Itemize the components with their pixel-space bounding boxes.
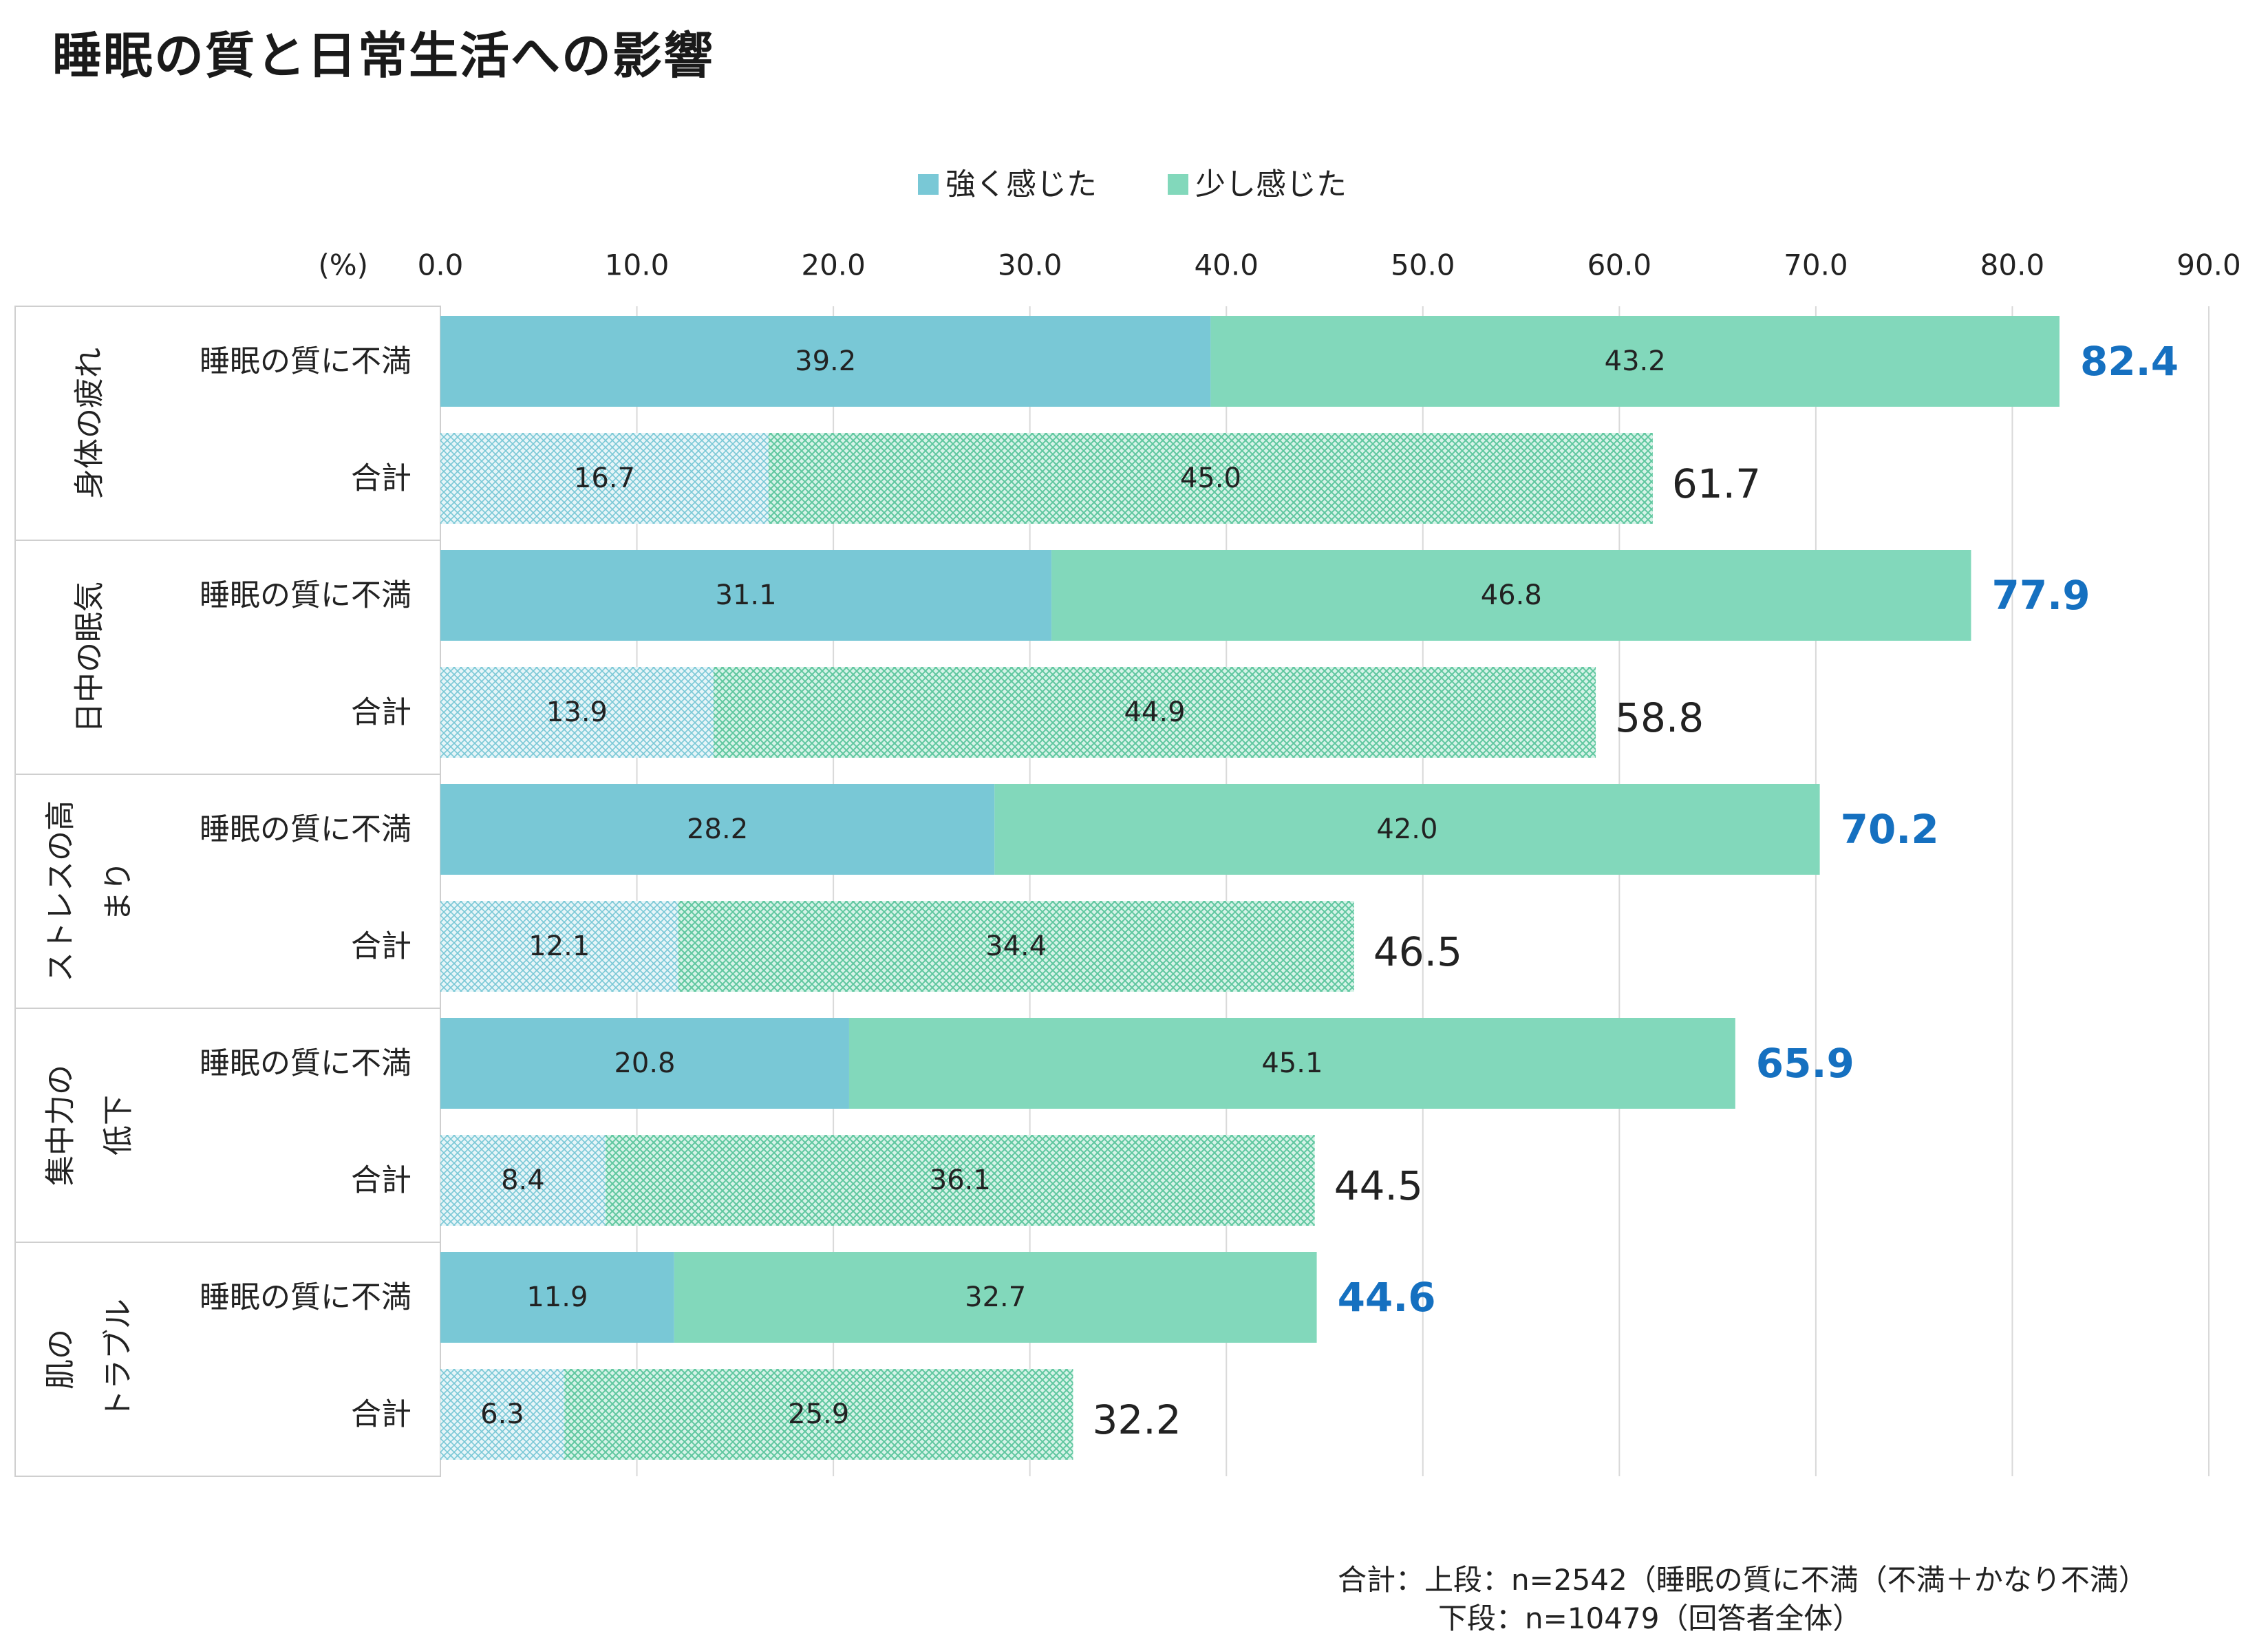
- sample-note-line1: 合計：上段：n=2542（睡眠の質に不満（不満＋かなり不満）: [1338, 1563, 2148, 1597]
- x-tick-label: 20.0: [801, 248, 866, 282]
- group-label: 肌の: [43, 1329, 78, 1390]
- bar-strong-label: 31.1: [716, 579, 777, 611]
- bar-slight: [674, 1252, 1317, 1343]
- bar-strong: [440, 433, 769, 524]
- bar-strong-label: 20.8: [614, 1047, 675, 1079]
- row-label: 合計: [351, 695, 411, 730]
- row-label: 睡眠の質に不満: [200, 578, 411, 613]
- row-label: 合計: [351, 1397, 411, 1432]
- x-tick-label: 60.0: [1587, 248, 1652, 282]
- bar-total-label: 32.2: [1092, 1396, 1181, 1443]
- bar-total-label: 65.9: [1756, 1040, 1854, 1087]
- bar-slight-label: 32.7: [965, 1281, 1026, 1313]
- row-label: 睡眠の質に不満: [200, 812, 411, 847]
- bar-slight-label: 45.1: [1261, 1047, 1323, 1079]
- bar-slight: [1051, 550, 1971, 641]
- bar-total-label: 58.8: [1615, 694, 1704, 741]
- bar-slight-label: 25.9: [788, 1398, 849, 1430]
- row-label: 合計: [351, 929, 411, 964]
- bar-slight: [605, 1135, 1315, 1226]
- x-tick-label: 90.0: [2176, 248, 2241, 282]
- bar-slight-label: 42.0: [1376, 813, 1437, 845]
- group-cell: [14, 1008, 441, 1243]
- bar-slight: [678, 901, 1354, 992]
- sample-note-line2: 下段：n=10479（回答者全体）: [1438, 1602, 1862, 1635]
- bar-total-label: 46.5: [1373, 928, 1462, 975]
- bar-total-label: 70.2: [1841, 806, 1939, 853]
- bar-slight-label: 44.9: [1124, 696, 1185, 728]
- x-axis: (%) 0.0 10.0 20.0 30.0 40.0 50.0 60.0 70.0 80.0 90…: [318, 248, 2240, 282]
- bar-slight-label: 34.4: [985, 930, 1047, 962]
- bar-slight-label: 45.0: [1180, 462, 1241, 494]
- bar-strong: [440, 1252, 674, 1343]
- bar-strong: [440, 901, 678, 992]
- bar-strong: [440, 1135, 606, 1226]
- group-label: 日中の眠気: [72, 582, 107, 733]
- bar-slight: [768, 433, 1653, 524]
- bar-slight-label: 36.1: [930, 1164, 991, 1196]
- bar-total-label: 44.5: [1334, 1162, 1423, 1209]
- bar-strong-label: 8.4: [501, 1164, 545, 1196]
- bar-strong: [440, 1018, 849, 1109]
- bar-slight: [848, 1018, 1735, 1109]
- bar-slight: [994, 784, 1820, 875]
- bar-total-label: 82.4: [2080, 338, 2179, 385]
- group-cell: [14, 1242, 441, 1477]
- chart-title: 睡眠の質と日常生活への影響: [52, 27, 715, 85]
- bar-slight: [564, 1369, 1073, 1460]
- x-tick-label: 10.0: [605, 248, 670, 282]
- x-tick-label: 0.0: [418, 248, 464, 282]
- bar-total-label: 44.6: [1338, 1274, 1436, 1321]
- row-label: 睡眠の質に不満: [200, 344, 411, 379]
- row-label: 睡眠の質に不満: [200, 1046, 411, 1081]
- bar-strong-label: 13.9: [546, 696, 608, 728]
- group-label: トラブル: [101, 1299, 136, 1420]
- row-label: 睡眠の質に不満: [200, 1280, 411, 1315]
- x-tick-label: 40.0: [1194, 248, 1259, 282]
- bar-slight: [713, 667, 1596, 758]
- bar-slight-label: 46.8: [1481, 579, 1542, 611]
- bar-strong: [440, 667, 714, 758]
- legend-swatch-slight: [1168, 174, 1188, 195]
- group-label: 低下: [101, 1095, 136, 1156]
- bar-strong-label: 11.9: [526, 1281, 588, 1313]
- legend-label-slight: 少し感じた: [1195, 167, 1347, 202]
- legend: 強く感じた 少し感じた: [918, 167, 1347, 202]
- bar-total-label: 77.9: [1991, 572, 2090, 619]
- bar-total-label: 61.7: [1672, 460, 1761, 507]
- bar-slight: [1210, 316, 2060, 407]
- group-cell: [14, 774, 441, 1009]
- group-label: 集中力の: [43, 1065, 78, 1186]
- bar-strong-label: 39.2: [795, 345, 856, 377]
- bar-strong: [440, 550, 1052, 641]
- bar-slight-label: 43.2: [1605, 345, 1666, 377]
- legend-label-strong: 強く感じた: [945, 167, 1097, 202]
- bar-strong: [440, 784, 995, 875]
- group-label: ストレスの高: [43, 800, 78, 982]
- bar-strong-label: 12.1: [528, 930, 590, 962]
- axis-unit-label: (%): [318, 248, 368, 282]
- bar-strong: [440, 1369, 564, 1460]
- x-tick-label: 30.0: [998, 248, 1062, 282]
- bar-strong-label: 16.7: [574, 462, 635, 494]
- group-label: 身体の疲れ: [72, 348, 107, 499]
- x-tick-label: 50.0: [1391, 248, 1455, 282]
- bar-strong: [440, 316, 1211, 407]
- legend-swatch-strong: [918, 174, 939, 195]
- group-label: まり: [101, 861, 136, 922]
- row-label: 合計: [351, 461, 411, 496]
- bar-strong-label: 28.2: [687, 813, 748, 845]
- x-tick-label: 80.0: [1980, 248, 2045, 282]
- row-label: 合計: [351, 1163, 411, 1198]
- bars: 39.2 43.2 82.4 16.7 45.0 61.7 31.1 46.8 77.9 13.9…: [440, 316, 2179, 1460]
- x-tick-label: 70.0: [1784, 248, 1848, 282]
- bar-strong-label: 6.3: [480, 1398, 524, 1430]
